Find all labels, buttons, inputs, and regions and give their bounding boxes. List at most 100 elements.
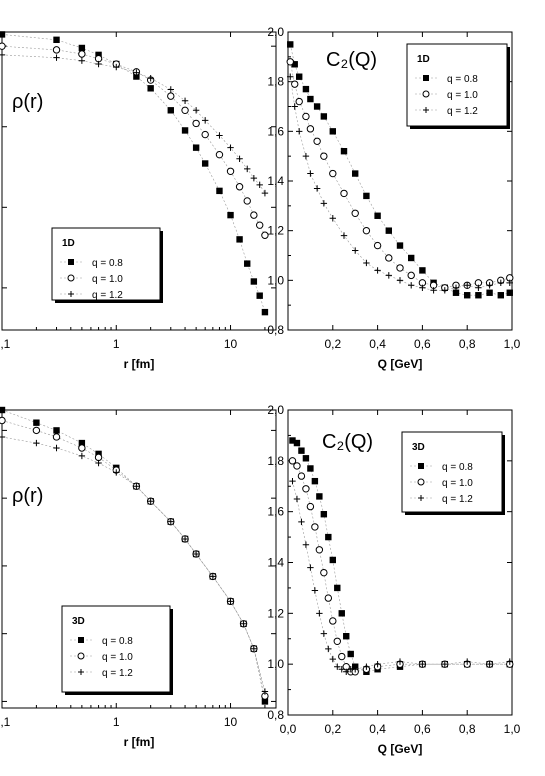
data-point bbox=[236, 155, 243, 163]
data-point bbox=[506, 289, 513, 296]
data-point bbox=[0, 51, 6, 59]
data-point bbox=[419, 284, 426, 291]
data-point bbox=[167, 518, 174, 525]
y-tick-label: 1,0 bbox=[267, 657, 284, 671]
data-point bbox=[464, 292, 471, 299]
data-point bbox=[147, 75, 154, 82]
x-axis-label: Q [GeV] bbox=[378, 357, 423, 371]
data-point bbox=[250, 174, 258, 182]
data-point bbox=[296, 73, 303, 80]
data-point bbox=[324, 594, 333, 602]
data-point bbox=[307, 95, 314, 103]
data-point bbox=[306, 125, 315, 133]
data-point bbox=[33, 419, 40, 426]
data-point bbox=[52, 46, 61, 54]
data-point bbox=[95, 459, 102, 467]
x-tick-label: 0,8 bbox=[459, 337, 476, 351]
series-line bbox=[1, 420, 266, 697]
legend-label: q = 1.2 bbox=[447, 106, 478, 117]
data-point bbox=[313, 137, 321, 145]
y-tick-label: 1,2 bbox=[267, 224, 284, 238]
data-point bbox=[329, 169, 337, 178]
data-point bbox=[408, 254, 415, 262]
series-line bbox=[1, 409, 266, 702]
data-point bbox=[373, 241, 382, 250]
data-point bbox=[320, 511, 328, 518]
data-point bbox=[307, 170, 314, 177]
data-point bbox=[53, 444, 60, 452]
data-point bbox=[313, 103, 321, 110]
series-2 bbox=[0, 433, 269, 695]
data-point bbox=[227, 211, 234, 219]
x-tick-label: 0,6 bbox=[414, 722, 431, 736]
data-point bbox=[286, 58, 294, 66]
data-point bbox=[167, 86, 174, 93]
data-point bbox=[181, 127, 189, 134]
data-point bbox=[192, 119, 200, 128]
data-point bbox=[250, 645, 258, 652]
data-point bbox=[374, 660, 381, 668]
x-tick-label: 0,1 bbox=[0, 715, 11, 729]
x-axis-label: r [fm] bbox=[124, 735, 155, 749]
data-point bbox=[313, 185, 321, 192]
x-tick-label: 0,4 bbox=[369, 337, 386, 351]
data-point bbox=[419, 660, 426, 668]
data-point bbox=[261, 308, 269, 316]
data-point bbox=[293, 462, 301, 470]
legend-title: 1D bbox=[417, 54, 430, 65]
data-point bbox=[298, 518, 305, 526]
data-point bbox=[192, 107, 200, 114]
data-point bbox=[464, 282, 471, 289]
data-point bbox=[78, 439, 86, 447]
data-point bbox=[53, 54, 60, 61]
legend-title: 3D bbox=[72, 616, 85, 627]
data-point bbox=[287, 41, 294, 48]
data-point bbox=[296, 128, 303, 135]
panel-title: C₂(Q) bbox=[322, 431, 373, 453]
legend-label: q = 1.0 bbox=[447, 90, 478, 101]
x-tick-label: 10 bbox=[224, 715, 238, 729]
data-point bbox=[338, 652, 346, 661]
data-point bbox=[244, 260, 251, 267]
data-point bbox=[236, 236, 243, 243]
data-point bbox=[227, 598, 234, 605]
legend-label: q = 1.2 bbox=[102, 668, 133, 679]
data-point bbox=[209, 573, 217, 580]
data-point bbox=[347, 650, 354, 658]
legend-title: 1D bbox=[62, 238, 75, 249]
data-point bbox=[396, 242, 404, 249]
data-point bbox=[325, 645, 332, 653]
data-point bbox=[338, 666, 345, 673]
legend-marker bbox=[418, 463, 424, 469]
data-point bbox=[363, 192, 370, 200]
legend-marker bbox=[417, 478, 425, 486]
data-point bbox=[291, 80, 299, 88]
data-point bbox=[320, 113, 328, 120]
data-point bbox=[385, 227, 392, 234]
data-point bbox=[408, 282, 415, 289]
data-point bbox=[293, 439, 301, 447]
panel-title: ρ(r) bbox=[12, 485, 43, 507]
panel-title: ρ(r) bbox=[12, 91, 43, 113]
legend-marker bbox=[67, 274, 75, 282]
data-point bbox=[288, 457, 297, 465]
data-point bbox=[497, 279, 504, 287]
data-point bbox=[215, 150, 224, 159]
data-point bbox=[216, 187, 223, 195]
x-tick-label: 10 bbox=[224, 337, 238, 351]
data-point bbox=[302, 152, 310, 160]
data-point bbox=[334, 584, 341, 592]
data-point bbox=[289, 437, 296, 444]
data-point bbox=[181, 535, 189, 543]
x-tick-label: 1 bbox=[113, 715, 120, 729]
series-0 bbox=[0, 31, 269, 316]
y-tick-label: 1,6 bbox=[267, 505, 284, 519]
data-point bbox=[291, 103, 298, 110]
data-point bbox=[374, 212, 381, 219]
data-point bbox=[255, 221, 264, 229]
legend-box bbox=[61, 605, 171, 693]
data-point bbox=[363, 259, 370, 267]
data-point bbox=[407, 271, 415, 280]
data-point bbox=[240, 620, 247, 627]
